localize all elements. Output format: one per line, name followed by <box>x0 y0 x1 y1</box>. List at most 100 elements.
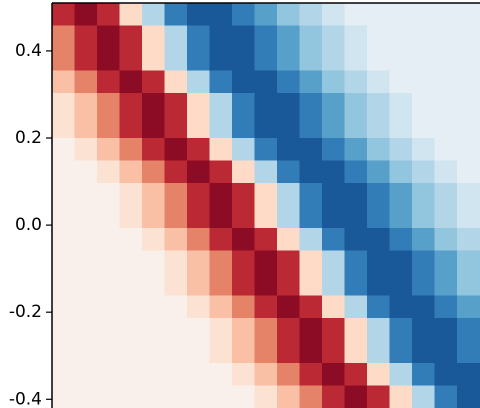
heatmap-cell <box>299 363 323 386</box>
heatmap-cell <box>187 363 210 386</box>
heatmap-cell <box>299 340 323 364</box>
heatmap-cell <box>164 205 188 229</box>
heatmap-cell <box>299 48 323 71</box>
heatmap-cell <box>119 183 143 206</box>
heatmap-cell <box>277 25 300 49</box>
heatmap-cell <box>457 183 480 206</box>
heatmap-cell <box>74 295 98 319</box>
heatmap-cell <box>232 93 255 116</box>
heatmap-cell <box>74 70 98 94</box>
heatmap-cell <box>299 318 323 341</box>
heatmap-cell <box>187 183 210 206</box>
heatmap-cell <box>322 205 345 229</box>
heatmap-cell <box>187 3 210 26</box>
heatmap-cell <box>367 205 390 229</box>
heatmap-cell <box>119 25 143 49</box>
heatmap-cell <box>367 363 390 386</box>
heatmap-cell <box>344 318 368 341</box>
heatmap-cell <box>97 3 120 26</box>
heatmap-cell <box>344 205 368 229</box>
heatmap-cell <box>344 3 368 26</box>
heatmap-cell <box>209 228 233 251</box>
heatmap-cell <box>344 48 368 71</box>
heatmap-cell <box>389 183 413 206</box>
heatmap-cell <box>367 273 390 296</box>
heatmap-cell <box>119 138 143 161</box>
heatmap-cell <box>164 138 188 161</box>
heatmap-cell <box>434 183 458 206</box>
heatmap-cell <box>97 48 120 71</box>
heatmap-cell <box>277 205 300 229</box>
heatmap-cell <box>142 93 165 116</box>
heatmap-cell <box>52 363 75 386</box>
heatmap-cell <box>164 160 188 184</box>
heatmap-cell <box>254 205 278 229</box>
heatmap-cell <box>367 70 390 94</box>
heatmap-cell <box>142 115 165 139</box>
heatmap-cell <box>119 273 143 296</box>
heatmap-cell <box>119 70 143 94</box>
heatmap-cell <box>97 250 120 274</box>
heatmap-cell <box>277 318 300 341</box>
heatmap-cell <box>209 340 233 364</box>
heatmap-cell <box>187 205 210 229</box>
heatmap-cell <box>412 115 435 139</box>
heatmap-cell <box>389 228 413 251</box>
heatmap-cell <box>254 70 278 94</box>
heatmap-cell <box>457 93 480 116</box>
heatmap-cell <box>322 138 345 161</box>
heatmap-cell <box>434 385 458 408</box>
heatmap-cell <box>142 205 165 229</box>
heatmap-cell <box>187 70 210 94</box>
heatmap-cell <box>164 228 188 251</box>
heatmap-cell <box>457 138 480 161</box>
heatmap-cell <box>209 183 233 206</box>
heatmap-cell <box>74 363 98 386</box>
y-tick-label: -0.4 <box>9 389 42 408</box>
heatmap-cell <box>457 115 480 139</box>
heatmap-cell <box>254 3 278 26</box>
heatmap-cell <box>299 205 323 229</box>
heatmap-cell <box>254 93 278 116</box>
heatmap-cell <box>232 3 255 26</box>
heatmap-cell <box>74 340 98 364</box>
heatmap-cell <box>389 48 413 71</box>
heatmap-cell <box>209 25 233 49</box>
heatmap-cell <box>142 183 165 206</box>
heatmap-cell <box>367 183 390 206</box>
heatmap-cell <box>322 3 345 26</box>
heatmap-cell <box>209 250 233 274</box>
heatmap-cell <box>232 48 255 71</box>
heatmap-cell <box>52 295 75 319</box>
heatmap-cell <box>164 25 188 49</box>
heatmap-cell <box>299 25 323 49</box>
heatmap-cell <box>97 183 120 206</box>
heatmap-cell <box>142 3 165 26</box>
heatmap-cell <box>389 3 413 26</box>
heatmap-cell <box>389 318 413 341</box>
heatmap-cell <box>97 160 120 184</box>
heatmap-cell <box>344 273 368 296</box>
heatmap-cell <box>457 205 480 229</box>
heatmap-cell <box>412 273 435 296</box>
heatmap-cell <box>164 385 188 408</box>
heatmap-cell <box>209 70 233 94</box>
heatmap-cell <box>457 273 480 296</box>
heatmap-cell <box>142 250 165 274</box>
heatmap-cell <box>412 205 435 229</box>
heatmap-cell <box>97 318 120 341</box>
heatmap-cell <box>434 228 458 251</box>
heatmap-cell <box>322 70 345 94</box>
heatmap-cell <box>367 318 390 341</box>
heatmap-cell <box>299 183 323 206</box>
heatmap-cell <box>322 273 345 296</box>
heatmap-cell <box>412 363 435 386</box>
heatmap-cell <box>164 363 188 386</box>
heatmap-cell <box>277 340 300 364</box>
heatmap-cell <box>232 318 255 341</box>
heatmap-cell <box>52 48 75 71</box>
heatmap-cell <box>187 25 210 49</box>
heatmap-cell <box>209 115 233 139</box>
heatmap-cell <box>412 48 435 71</box>
heatmap-cell <box>142 273 165 296</box>
